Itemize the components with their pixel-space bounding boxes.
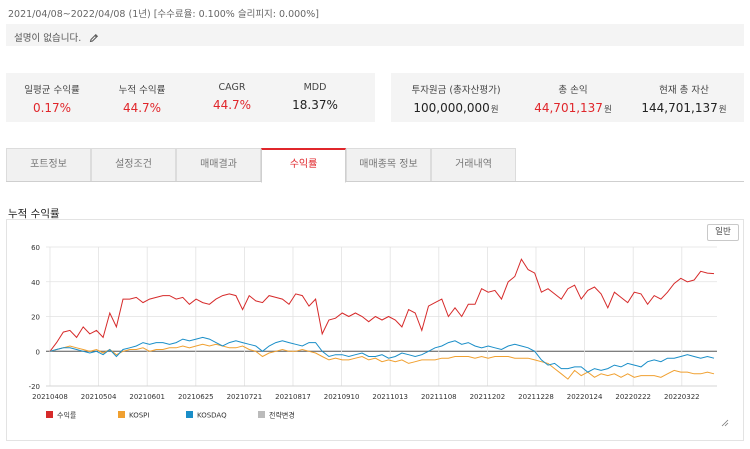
tab-bar: 포트정보 설정조건 매매결과 수익률 매매종목 정보 거래내역: [6, 148, 744, 183]
stat-value: 44.7%: [212, 98, 252, 112]
tab-returns[interactable]: 수익률: [261, 148, 346, 183]
stat-value: 0.17%: [32, 101, 72, 115]
stats-summary-right: 투자원금 (총자산평가) 100,000,000원 총 손익 44,701,13…: [391, 73, 744, 122]
stat-value: 100,000,000원: [397, 101, 515, 115]
tab-trade-results[interactable]: 매매결과: [176, 148, 261, 181]
tab-settings[interactable]: 설정조건: [91, 148, 176, 181]
description-line: 설명이 없습니다.: [14, 30, 99, 46]
stat-label: 총 손익: [558, 85, 588, 96]
stat-value: 144,701,137원: [629, 101, 739, 115]
stat-value: 18.37%: [292, 98, 338, 112]
stat-total-assets: 현재 총 자산 144,701,137원: [629, 82, 739, 115]
section-title: 누적 수익률: [8, 208, 60, 220]
stat-daily-return: 일평균 수익률 0.17%: [14, 82, 90, 115]
stat-label: 일평균 수익률: [24, 85, 80, 96]
stat-mdd: MDD 18.37%: [277, 82, 353, 112]
stat-label: MDD: [303, 82, 327, 93]
description-text: 설명이 없습니다.: [14, 33, 82, 44]
period-text: 2021/04/08~2022/04/08 (1년) [수수료율: 0.100%…: [8, 9, 319, 20]
stat-amount: 144,701,137: [641, 101, 718, 115]
stat-cumulative-return: 누적 수익률 44.7%: [104, 82, 180, 115]
stat-label: CAGR: [218, 82, 246, 93]
description-box: 설명이 없습니다.: [6, 24, 744, 46]
normal-view-button[interactable]: 일반: [707, 224, 739, 241]
stat-unit: 원: [490, 105, 499, 115]
stat-value: 44.7%: [122, 101, 162, 115]
stat-unit: 원: [718, 105, 727, 115]
tab-trade-history[interactable]: 거래내역: [431, 148, 516, 181]
tab-traded-stocks[interactable]: 매매종목 정보: [346, 148, 431, 181]
stats-summary-left: 일평균 수익률 0.17% 누적 수익률 44.7% CAGR 44.7% MD…: [6, 73, 375, 122]
stat-amount: 44,701,137: [534, 101, 603, 115]
stat-label: 투자원금 (총자산평가): [411, 85, 501, 96]
resize-handle-icon[interactable]: [721, 419, 729, 427]
stat-amount: 100,000,000: [413, 101, 490, 115]
stat-unit: 원: [603, 105, 612, 115]
stat-total-pnl: 총 손익 44,701,137원: [519, 82, 627, 115]
pencil-icon[interactable]: [89, 33, 99, 46]
stat-value: 44,701,137원: [519, 101, 627, 115]
stat-principal: 투자원금 (총자산평가) 100,000,000원: [397, 82, 515, 115]
stat-cagr: CAGR 44.7%: [194, 82, 270, 112]
tab-portfolio-info[interactable]: 포트정보: [6, 148, 91, 181]
stat-label: 누적 수익률: [118, 85, 166, 96]
stat-label: 현재 총 자산: [659, 85, 709, 96]
chart-container: [6, 219, 744, 441]
